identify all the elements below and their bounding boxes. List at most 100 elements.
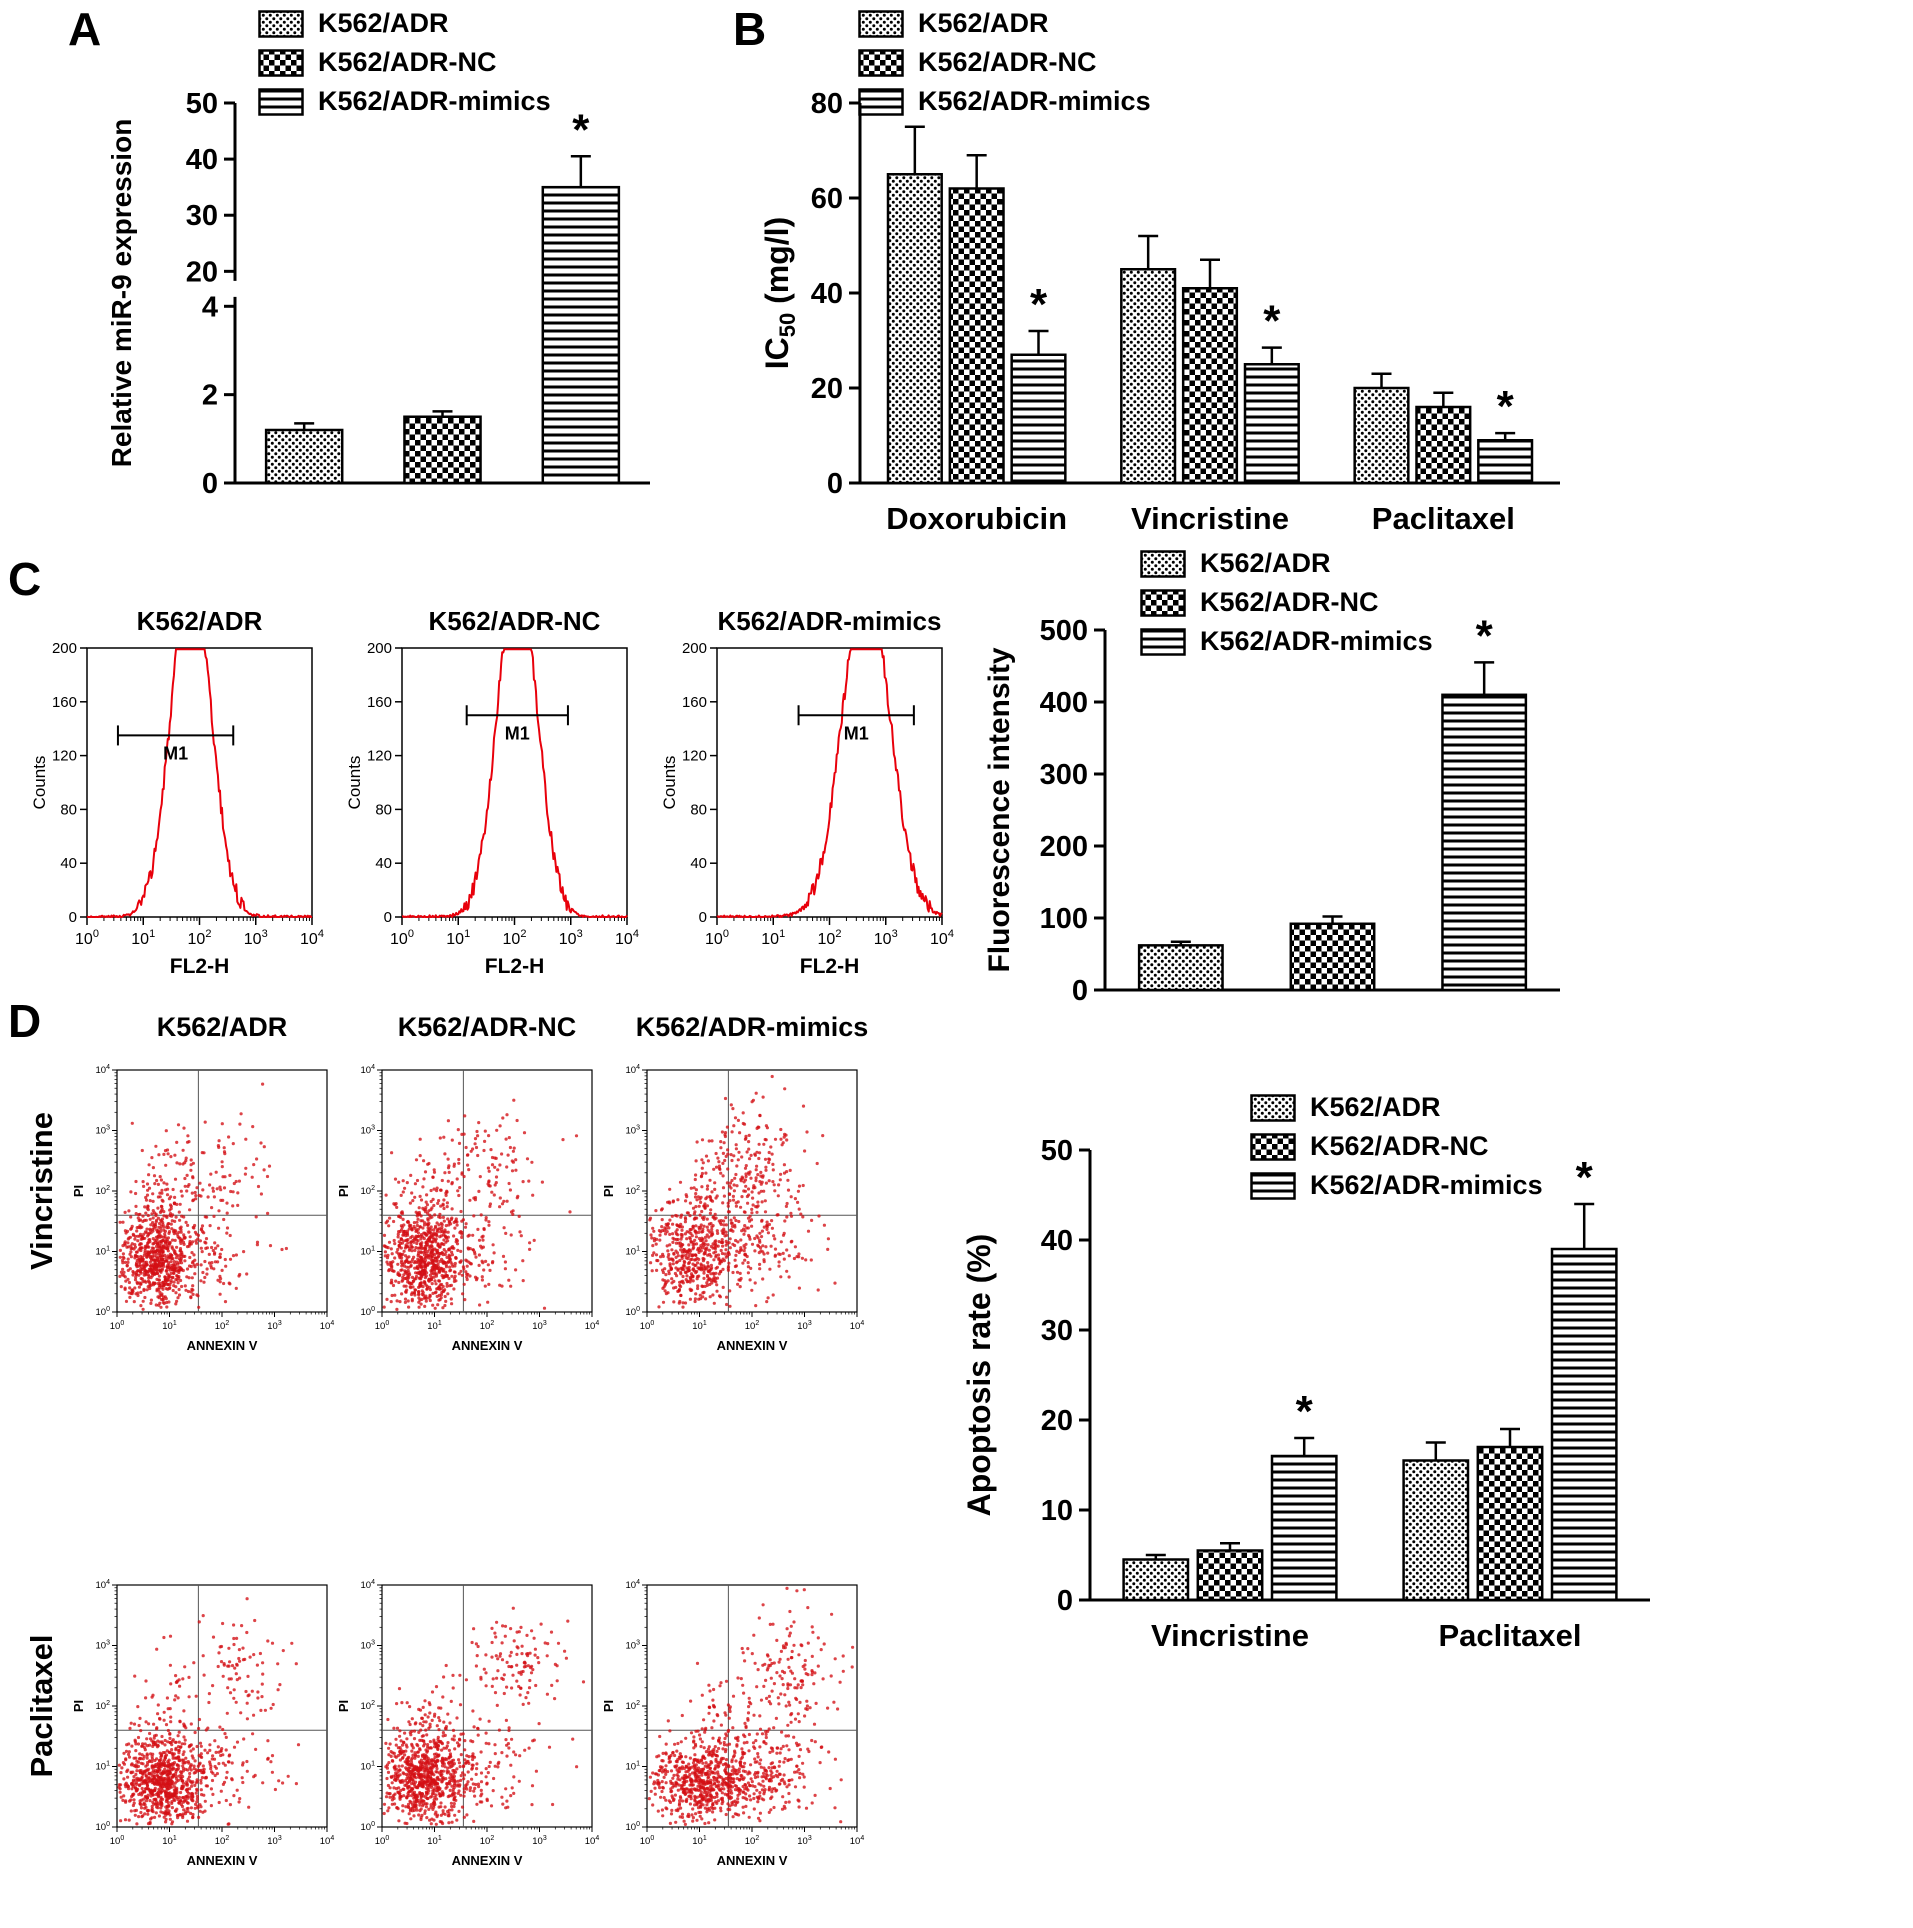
svg-text:100: 100 <box>705 928 729 948</box>
legend-panel-c: K562/ADR K562/ADR-NC K562/ADR-mimics <box>1140 548 1433 657</box>
svg-text:0: 0 <box>69 909 77 926</box>
svg-text:0: 0 <box>699 909 707 926</box>
legend-swatch-checker-icon <box>1140 588 1186 617</box>
legend-swatch-dots-icon <box>1140 549 1186 578</box>
svg-text:101: 101 <box>692 1320 707 1332</box>
svg-text:ANNEXIN V: ANNEXIN V <box>187 1853 258 1868</box>
svg-text:300: 300 <box>1040 759 1088 791</box>
svg-text:101: 101 <box>162 1835 177 1847</box>
legend-panel-a: K562/ADR K562/ADR-NC K562/ADR-mimics <box>258 8 551 117</box>
svg-text:Counts: Counts <box>660 756 679 810</box>
svg-text:101: 101 <box>162 1320 177 1332</box>
svg-text:IC50 (mg/l): IC50 (mg/l) <box>759 217 800 369</box>
legend-swatch-hlines-icon <box>1140 627 1186 656</box>
svg-text:102: 102 <box>480 1835 495 1847</box>
svg-text:104: 104 <box>361 1064 376 1076</box>
svg-text:103: 103 <box>874 928 898 948</box>
svg-text:102: 102 <box>626 1185 641 1197</box>
legend-item: K562/ADR-NC <box>858 47 1151 78</box>
svg-text:100: 100 <box>110 1835 125 1847</box>
svg-text:102: 102 <box>361 1185 376 1197</box>
svg-text:Counts: Counts <box>345 756 364 810</box>
svg-text:104: 104 <box>626 1064 641 1076</box>
svg-text:104: 104 <box>930 928 954 948</box>
legend-item: K562/ADR-mimics <box>258 86 551 117</box>
svg-text:103: 103 <box>361 1125 376 1137</box>
bar-chart-mir9-expression: 0 2 420 30 40 50 Relative miR-9 expression * <box>106 88 650 500</box>
svg-text:104: 104 <box>300 928 324 948</box>
svg-text:103: 103 <box>96 1125 111 1137</box>
svg-text:*: * <box>1497 382 1515 431</box>
flow-histogram-k562-adr-nc: K562/ADR-NC 0 40 80 120 160 200 100 101 102 103 104… <box>345 606 639 978</box>
legend-panel-b: K562/ADR K562/ADR-NC K562/ADR-mimics <box>858 8 1151 117</box>
legend-item: K562/ADR <box>1140 548 1433 579</box>
svg-text:102: 102 <box>215 1835 230 1847</box>
svg-text:120: 120 <box>682 748 707 765</box>
svg-text:102: 102 <box>480 1320 495 1332</box>
panel-label-c: C <box>8 553 42 605</box>
svg-text:102: 102 <box>188 928 212 948</box>
svg-text:M1: M1 <box>505 723 530 743</box>
legend-label: K562/ADR-mimics <box>1200 626 1433 656</box>
svg-text:80: 80 <box>60 801 77 818</box>
scatter-col-title-adr-nc: K562/ADR-NC <box>397 1012 577 1042</box>
svg-text:0: 0 <box>827 468 843 500</box>
svg-text:40: 40 <box>690 855 707 872</box>
svg-text:PI: PI <box>601 1185 616 1197</box>
svg-text:101: 101 <box>96 1761 111 1773</box>
svg-text:101: 101 <box>427 1835 442 1847</box>
svg-text:103: 103 <box>532 1835 547 1847</box>
svg-text:104: 104 <box>361 1579 376 1591</box>
svg-text:200: 200 <box>52 640 77 657</box>
svg-text:103: 103 <box>559 928 583 948</box>
svg-text:100: 100 <box>640 1320 655 1332</box>
svg-text:400: 400 <box>1040 687 1088 719</box>
svg-text:103: 103 <box>626 1125 641 1137</box>
svg-text:102: 102 <box>503 928 527 948</box>
svg-text:Vincristine: Vincristine <box>1131 501 1289 536</box>
svg-text:FL2-H: FL2-H <box>485 955 545 978</box>
svg-text:0: 0 <box>1072 975 1088 1007</box>
legend-item: K562/ADR-NC <box>1250 1131 1543 1162</box>
svg-text:103: 103 <box>244 928 268 948</box>
svg-text:103: 103 <box>267 1320 282 1332</box>
legend-label: K562/ADR <box>918 8 1049 38</box>
svg-text:160: 160 <box>682 694 707 711</box>
svg-text:K562/ADR-NC: K562/ADR-NC <box>429 606 601 636</box>
svg-text:104: 104 <box>850 1320 865 1332</box>
svg-text:M1: M1 <box>163 743 188 763</box>
svg-text:100: 100 <box>375 1320 390 1332</box>
svg-text:102: 102 <box>361 1700 376 1712</box>
svg-text:40: 40 <box>60 855 77 872</box>
svg-text:160: 160 <box>52 694 77 711</box>
svg-text:PI: PI <box>71 1700 86 1712</box>
legend-swatch-dots-icon <box>1250 1093 1296 1122</box>
svg-text:200: 200 <box>1040 831 1088 863</box>
svg-text:100: 100 <box>361 1821 376 1833</box>
legend-label: K562/ADR-NC <box>1200 587 1379 617</box>
svg-text:80: 80 <box>375 801 392 818</box>
svg-text:101: 101 <box>626 1246 641 1258</box>
legend-label: K562/ADR <box>1200 548 1331 578</box>
svg-text:Paclitaxel: Paclitaxel <box>1372 501 1515 536</box>
svg-text:102: 102 <box>96 1700 111 1712</box>
bar-chart-ic50: 0 20 40 60 80 IC50 (mg/l) * Doxorubicin * Vincris… <box>759 88 1560 536</box>
svg-text:30: 30 <box>186 200 218 232</box>
legend-item: K562/ADR <box>858 8 1151 39</box>
scatter-col-title-adr-mimics: K562/ADR-mimics <box>635 1012 869 1042</box>
svg-text:102: 102 <box>745 1320 760 1332</box>
svg-text:FL2-H: FL2-H <box>800 955 860 978</box>
svg-text:100: 100 <box>75 928 99 948</box>
svg-text:100: 100 <box>110 1320 125 1332</box>
flow-scatter-vincristine-adr-mimics: 100 100 101 101 102 102 103 103 104 104 ANNEXIN V P… <box>601 1064 865 1353</box>
svg-text:ANNEXIN V: ANNEXIN V <box>187 1338 258 1353</box>
legend-item: K562/ADR-mimics <box>858 86 1151 117</box>
panel-label-b: B <box>733 3 767 55</box>
svg-text:104: 104 <box>96 1064 111 1076</box>
svg-text:100: 100 <box>390 928 414 948</box>
svg-text:*: * <box>1030 280 1048 329</box>
svg-text:0: 0 <box>202 468 218 500</box>
